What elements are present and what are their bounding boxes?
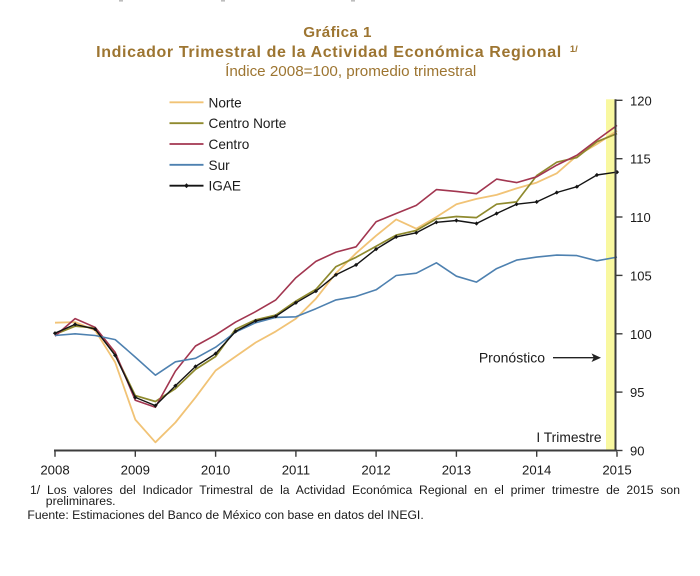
svg-text:110: 110 [630, 210, 651, 225]
svg-text:2008: 2008 [40, 463, 69, 478]
svg-text:2012: 2012 [361, 463, 390, 478]
svg-text:Sur: Sur [209, 158, 231, 173]
svg-text:IGAE: IGAE [209, 179, 241, 194]
svg-text:90: 90 [630, 444, 644, 459]
svg-text:2009: 2009 [121, 463, 150, 478]
svg-text:100: 100 [630, 327, 652, 342]
svg-text:2010: 2010 [201, 463, 230, 478]
svg-text:105: 105 [630, 268, 652, 283]
svg-text:95: 95 [630, 385, 644, 400]
svg-text:120: 120 [630, 93, 652, 108]
svg-text:I Trimestre: I Trimestre [536, 430, 601, 445]
svg-text:Centro: Centro [209, 137, 250, 152]
svg-text:2014: 2014 [522, 463, 551, 478]
svg-text:2013: 2013 [442, 463, 471, 478]
svg-text:115: 115 [630, 152, 651, 167]
svg-text:Centro Norte: Centro Norte [209, 116, 287, 131]
svg-text:2015: 2015 [602, 463, 631, 478]
svg-text:2011: 2011 [282, 463, 310, 478]
svg-text:Norte: Norte [209, 95, 242, 110]
svg-text:Pronóstico: Pronóstico [479, 350, 545, 366]
